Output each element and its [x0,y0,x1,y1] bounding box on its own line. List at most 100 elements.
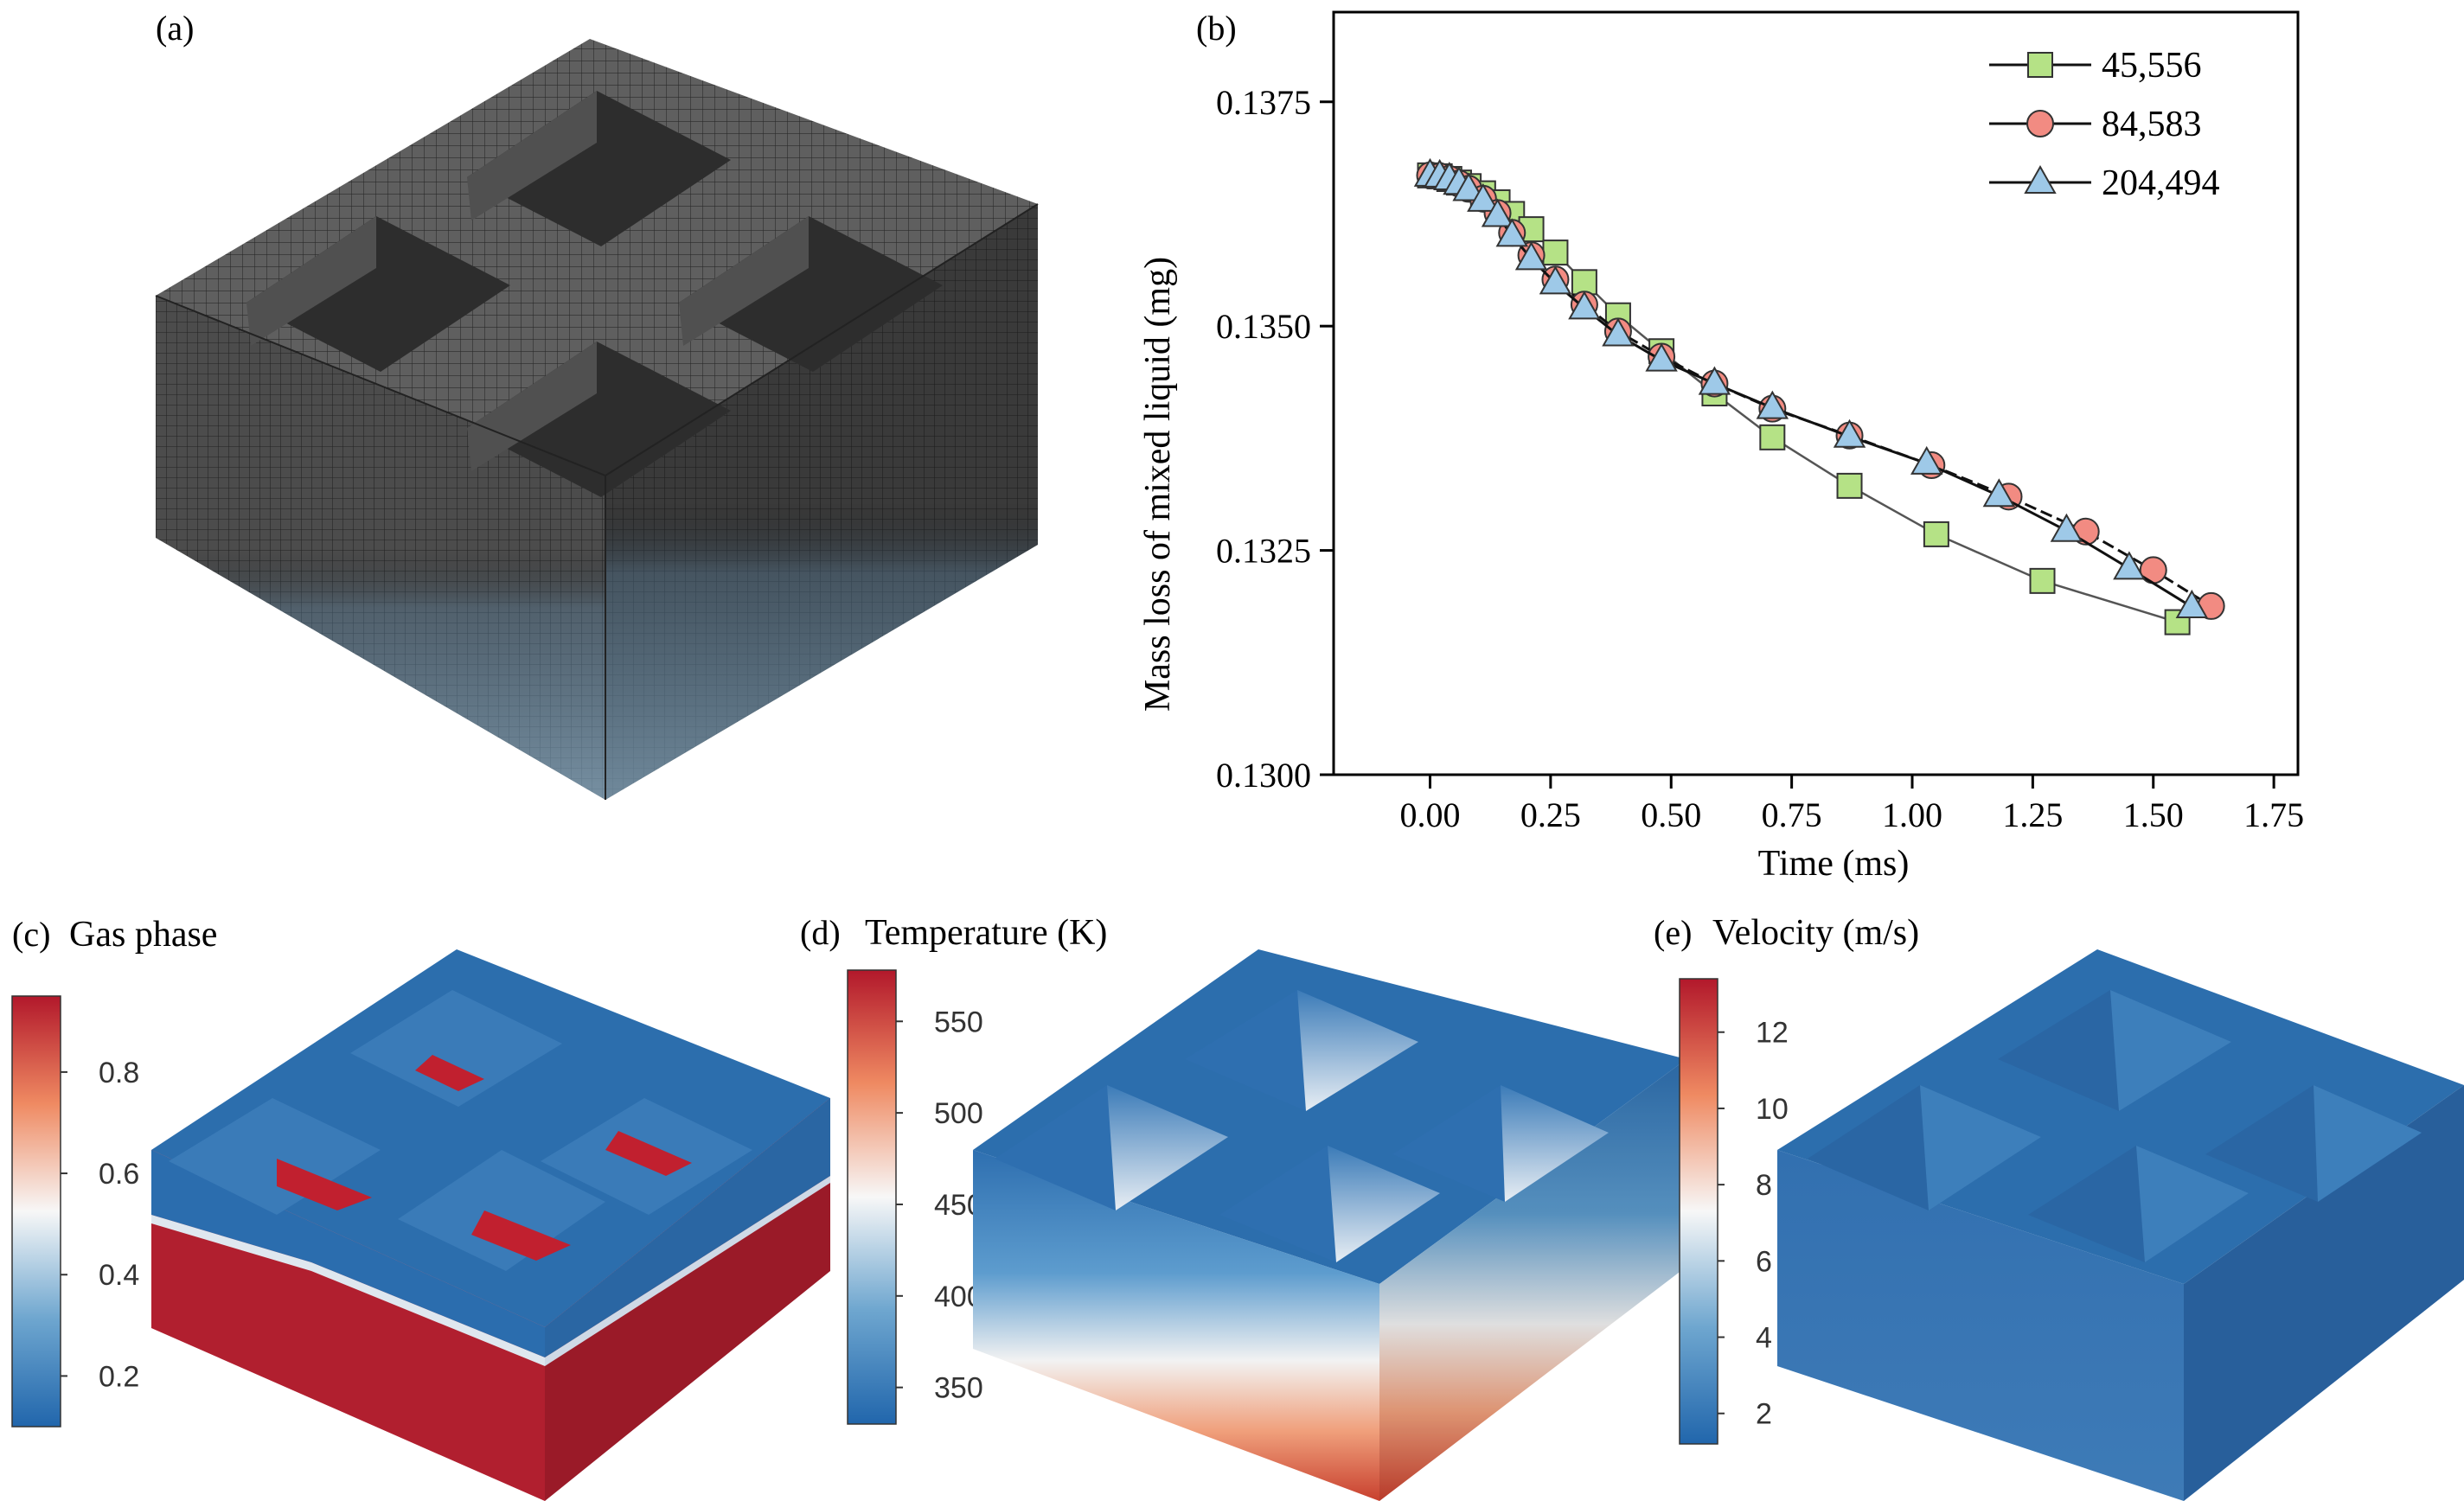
data-point [1645,342,1678,372]
data-point [2164,609,2191,636]
y-tick-label: 0.1325 [1216,532,1311,571]
legend-label: 204,494 [2102,163,2220,203]
y-axis-label: Mass loss of mixed liquid (mg) [1138,257,1178,712]
legend-entry: 84,583 [1989,105,2202,144]
legend-entry: 204,494 [1989,163,2220,203]
data-point [1481,198,1514,227]
series-line [1430,174,2178,623]
data-point [1467,182,1500,212]
legend-marker [2026,110,2054,137]
temp-pit [1392,1085,1609,1202]
colorbar-gas-phase: 0.2 0.4 0.6 0.8 [11,995,139,1428]
colorbar-tick-label: 0.8 [99,1057,139,1089]
data-point [1923,521,1949,547]
panel-c-title: Gas phase [69,915,217,955]
mesh-pit [679,216,943,372]
data-point [1836,472,1863,499]
colorbar-tick-label: 8 [1756,1169,1772,1202]
legend-marker [2027,52,2053,78]
x-tick-label: 1.25 [2002,795,2063,834]
series-2 [1413,157,2209,618]
panel-e-label: (e) [1654,913,1692,952]
panel-a-label: (a) [156,9,194,48]
data-point [1514,241,1548,271]
data-point [1982,478,2016,508]
series-0 [1417,162,2191,636]
panel-e-title: Velocity (m/s) [1712,913,1919,953]
velocity-pit [1998,990,2231,1111]
data-point [1602,317,1635,347]
colorbar-tick-label: 10 [1756,1093,1789,1126]
colorbar-tick-label: 500 [934,1097,983,1130]
temp-pit [1185,990,1418,1111]
velocity-left-face [1777,1150,2184,1501]
gas-right-liquid [545,1098,830,1357]
colorbar-tick-label: 4 [1756,1322,1772,1355]
y-axis: 0.1300 0.1325 0.1350 0.1375 [1216,83,1334,795]
x-tick-label: 0.00 [1400,795,1461,834]
data-point [1910,445,1943,475]
x-axis: 0.00 0.25 0.50 0.75 1.00 1.25 1.50 1.75 [1400,775,2304,834]
series-layer [1413,157,2225,636]
panel-c: (c) Gas phase 0.2 0.4 0.6 0.8 [11,915,830,1501]
legend-label: 84,583 [2102,105,2202,144]
mesh-pit [246,216,510,372]
panel-b-label: (b) [1196,9,1237,48]
gas-left-liquid [151,1150,545,1357]
colorbar-gradient [11,995,61,1428]
data-point [2175,589,2209,618]
legend-marker [2024,164,2057,194]
temperature-block [973,949,1686,1501]
data-point [1571,269,1597,296]
velocity-right-face [2184,1085,2464,1501]
data-point [2113,551,2146,580]
data-point [1542,240,1569,266]
data-point [1698,366,1731,395]
temp-pit [995,1085,1228,1210]
colorbar-tick-label: 2 [1756,1398,1772,1431]
data-point [1568,291,1601,320]
mass-loss-chart: 0.1300 0.1325 0.1350 0.1375 0.00 0.25 0.50 0.7… [1138,10,2304,884]
y-tick-label: 0.1350 [1216,307,1311,346]
data-point [1756,390,1789,419]
data-point [2050,513,2083,542]
x-tick-label: 1.50 [2123,795,2184,834]
panel-c-label: (c) [12,915,50,954]
temp-right-face [1379,1059,1686,1501]
data-point [1495,218,1528,247]
velocity-pit [2205,1085,2422,1202]
gas-top-face [151,949,830,1327]
legend-label: 45,556 [2102,46,2202,86]
mesh-pit [467,91,731,246]
gas-phase-block [151,949,830,1501]
gas-pit [541,1098,752,1215]
x-axis-label: Time (ms) [1758,844,1910,884]
data-point [1759,424,1786,450]
gas-pit [350,990,562,1107]
data-point [2029,567,2056,594]
gas-pit [398,1150,605,1271]
series-line [1430,174,2212,608]
mesh-pit [467,342,731,497]
plot-frame [1332,10,2300,776]
colorbar-tick-label: 6 [1756,1245,1772,1278]
colorbar-velocity: 2 4 6 8 10 12 [1679,978,1789,1445]
legend-entry: 45,556 [1989,46,2202,86]
x-tick-label: 0.50 [1641,795,1701,834]
panel-e: (e) Velocity (m/s) 2 4 6 8 10 12 [1654,913,2464,1501]
mesh-block [155,39,1039,800]
mesh-left-tint [156,296,605,800]
y-tick-label: 0.1300 [1216,756,1311,795]
x-tick-label: 0.75 [1762,795,1822,834]
data-point [1833,418,1866,448]
panel-d-title: Temperature (K) [865,913,1107,953]
y-tick-label: 0.1375 [1216,83,1311,122]
x-tick-label: 1.00 [1882,795,1942,834]
velocity-top-face [1777,949,2464,1284]
velocity-pit [1808,1085,2041,1210]
data-point [1539,265,1572,295]
colorbar-tick-label: 550 [934,1006,983,1038]
